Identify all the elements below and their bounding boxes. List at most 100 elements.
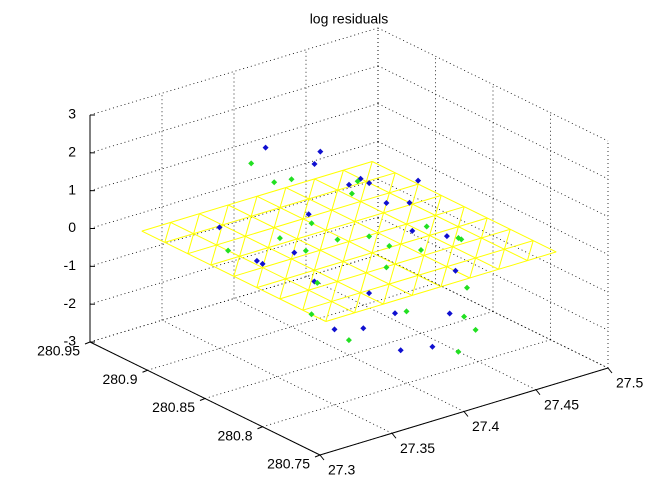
y-tick-label: 280.8 xyxy=(217,427,252,443)
data-point xyxy=(248,160,255,167)
surface-line xyxy=(526,240,534,261)
z-tick-label: 3 xyxy=(68,106,76,122)
x-tick-label: 27.3 xyxy=(328,462,355,478)
data-point xyxy=(311,161,318,168)
y-tick-label: 280.9 xyxy=(102,371,137,387)
data-point xyxy=(443,233,450,240)
surface-line xyxy=(187,183,419,255)
surface-line xyxy=(290,238,298,260)
surface-line xyxy=(446,246,454,267)
data-point xyxy=(253,257,260,264)
x-tick-label: 27.45 xyxy=(544,396,579,412)
data-point xyxy=(308,311,315,318)
surface-line xyxy=(469,257,477,279)
surface-line xyxy=(434,195,442,216)
grid-line xyxy=(377,178,609,293)
chart-title: log residuals xyxy=(310,11,389,27)
grid-line xyxy=(305,276,537,391)
surface-line xyxy=(239,236,246,257)
surface-line xyxy=(342,241,350,262)
grid-line xyxy=(377,103,609,218)
grid-line xyxy=(377,216,609,331)
surface-line xyxy=(336,261,344,282)
surface-line xyxy=(400,223,408,245)
surface-line xyxy=(331,281,338,302)
z-tick-label: -1 xyxy=(64,257,77,273)
surface-line xyxy=(210,194,442,266)
surface-line xyxy=(480,217,488,239)
tick-mark xyxy=(199,398,206,401)
surface-line xyxy=(273,207,281,228)
surface-line xyxy=(256,267,264,288)
data-point xyxy=(314,279,321,286)
data-point xyxy=(317,148,324,155)
surface-line xyxy=(302,290,310,311)
data-point xyxy=(360,325,367,332)
x-tick-label: 27.4 xyxy=(472,418,499,434)
tick-mark xyxy=(142,369,148,373)
surface-line xyxy=(411,275,419,296)
tick-mark xyxy=(319,454,325,461)
surface-line xyxy=(267,227,275,248)
surface-line xyxy=(475,237,482,259)
surface-line xyxy=(337,170,344,191)
surface-line xyxy=(371,161,557,253)
data-point xyxy=(429,343,436,350)
z-tick-label: -2 xyxy=(64,295,77,311)
tick-mark xyxy=(463,411,469,417)
surface-line xyxy=(365,252,373,273)
data-point xyxy=(464,284,470,291)
data-point xyxy=(415,177,422,184)
data-point xyxy=(348,190,355,197)
surface-line xyxy=(233,256,241,277)
surface-line xyxy=(417,255,425,276)
y-tick-label: 280.95 xyxy=(37,343,80,359)
data-point xyxy=(383,264,390,271)
surface-line xyxy=(354,292,361,313)
surface-line xyxy=(388,172,396,193)
tick-mark xyxy=(391,432,397,439)
data-point xyxy=(403,308,410,315)
data-point xyxy=(472,326,479,333)
surface-line xyxy=(279,187,287,208)
data-point xyxy=(383,200,390,207)
tick-mark xyxy=(257,426,263,430)
surface-line xyxy=(354,201,362,222)
data-point xyxy=(386,243,393,250)
surface-line xyxy=(285,258,292,280)
surface-line xyxy=(452,226,459,247)
tick-mark xyxy=(535,389,541,396)
surface-line xyxy=(429,215,436,236)
surface-line xyxy=(503,229,511,250)
data-point xyxy=(409,227,416,234)
x-tick-label: 27.35 xyxy=(400,440,435,456)
surface-line xyxy=(187,233,195,254)
surface-line xyxy=(457,206,465,227)
grid-line xyxy=(233,298,465,412)
surface-line xyxy=(359,272,367,293)
data-point xyxy=(276,235,283,242)
data-point xyxy=(216,224,223,231)
surface-line xyxy=(406,203,413,225)
data-point xyxy=(346,181,352,188)
surface-line xyxy=(423,235,431,256)
grid-line xyxy=(89,141,379,229)
surface-line xyxy=(325,301,333,322)
data-point xyxy=(262,144,269,151)
tick-mark xyxy=(84,341,91,345)
surface-line xyxy=(371,232,379,253)
data-point xyxy=(288,176,295,183)
surface-line xyxy=(296,218,304,240)
surface-line xyxy=(308,178,316,200)
data-point xyxy=(225,247,232,254)
surface-line xyxy=(348,221,356,242)
surface-line xyxy=(382,283,390,305)
data-point xyxy=(366,180,373,187)
tick-mark xyxy=(607,367,613,374)
surface-line xyxy=(440,266,448,287)
surface-line xyxy=(221,204,229,226)
surface-line xyxy=(377,212,385,233)
data-point xyxy=(302,247,309,254)
data-point xyxy=(259,260,266,267)
data-point xyxy=(458,236,465,243)
